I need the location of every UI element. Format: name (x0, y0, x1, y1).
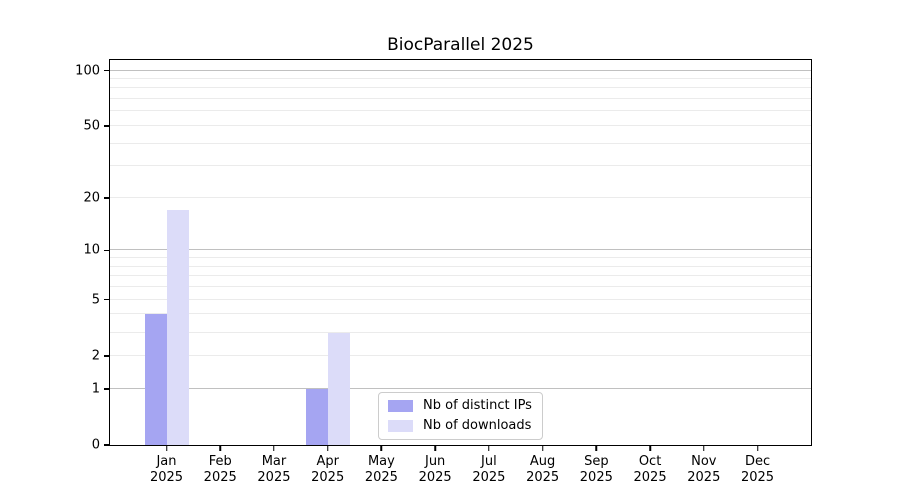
gridline-30 (110, 165, 811, 167)
x-tick-label-apr: Apr 2025 (311, 454, 345, 486)
y-tick-mark-5 (104, 298, 109, 301)
gridline-4 (110, 313, 811, 315)
y-tick-mark-2 (104, 355, 109, 357)
x-tick-label-aug: Aug 2025 (526, 454, 560, 486)
x-tick-mark-mar (273, 446, 275, 451)
x-tick-label-feb: Feb 2025 (203, 454, 237, 486)
gridline-5 (110, 298, 811, 300)
x-tick-mark-jun (434, 446, 436, 451)
x-tick-mark-feb (219, 446, 221, 451)
gridline-80 (110, 87, 811, 89)
legend-item-distinct-ips: Nb of distinct IPs (388, 398, 532, 413)
gridline-70 (110, 98, 811, 100)
gridline-6 (110, 286, 811, 288)
gridline-40 (110, 142, 811, 144)
gridline-8 (110, 265, 811, 267)
y-tick-label-0: 0 (91, 437, 100, 453)
x-tick-label-oct: Oct 2025 (633, 454, 667, 486)
legend-label-distinct-ips: Nb of distinct IPs (423, 398, 532, 413)
y-tick-label-1: 1 (91, 381, 100, 397)
gridline-100 (110, 69, 811, 71)
x-tick-label-jun: Jun 2025 (418, 454, 452, 486)
legend-item-downloads: Nb of downloads (388, 418, 532, 433)
x-tick-mark-jan (165, 446, 168, 451)
x-tick-mark-apr (326, 446, 329, 451)
y-tick-mark-20 (104, 197, 109, 199)
gridline-9 (110, 257, 811, 259)
y-tick-mark-50 (104, 125, 109, 127)
x-tick-label-may: May 2025 (364, 454, 398, 486)
x-tick-mark-nov (703, 446, 705, 451)
y-tick-mark-0 (104, 444, 109, 446)
x-tick-mark-aug (541, 446, 544, 451)
legend-swatch-downloads (388, 419, 413, 432)
bar-distinct-ips-jan (144, 314, 167, 445)
bar-downloads-apr (327, 332, 350, 445)
x-tick-mark-may (380, 446, 383, 451)
y-tick-label-50: 50 (83, 118, 100, 134)
bar-distinct-ips-apr (305, 388, 328, 445)
legend-label-downloads: Nb of downloads (423, 418, 532, 433)
gridline-90 (110, 78, 811, 79)
y-tick-label-5: 5 (91, 292, 100, 308)
y-tick-mark-10 (104, 249, 109, 252)
gridline-20 (110, 196, 811, 198)
legend: Nb of distinct IPs Nb of downloads (378, 392, 543, 440)
x-tick-mark-jul (488, 446, 490, 451)
bar-downloads-jan (166, 210, 189, 445)
x-tick-mark-sep (595, 446, 598, 451)
gridline-3 (110, 331, 811, 333)
y-tick-mark-1 (104, 388, 109, 390)
x-tick-label-dec: Dec 2025 (740, 454, 775, 486)
gridline-7 (110, 275, 811, 277)
x-tick-label-mar: Mar 2025 (257, 454, 291, 486)
gridline-50 (110, 124, 811, 126)
gridline-1 (110, 387, 811, 389)
x-tick-mark-dec (756, 446, 759, 451)
y-tick-mark-100 (104, 69, 109, 72)
x-tick-label-sep: Sep 2025 (579, 454, 613, 486)
x-tick-label-jan: Jan 2025 (149, 454, 184, 486)
x-tick-label-nov: Nov 2025 (687, 454, 721, 486)
gridline-60 (110, 110, 811, 112)
legend-swatch-distinct-ips (388, 399, 413, 412)
x-tick-label-jul: Jul 2025 (472, 454, 506, 486)
y-tick-label-100: 100 (75, 63, 100, 79)
y-tick-label-10: 10 (83, 242, 100, 258)
gridline-10 (110, 249, 811, 251)
plot-area: Nb of distinct IPs Nb of downloads 0 1 2 5 1… (75, 59, 812, 485)
y-tick-label-20: 20 (83, 190, 100, 206)
y-tick-label-2: 2 (91, 348, 100, 364)
x-tick-mark-oct (649, 446, 651, 451)
gridline-2 (110, 354, 811, 356)
chart-title: BiocParallel 2025 (387, 35, 534, 55)
